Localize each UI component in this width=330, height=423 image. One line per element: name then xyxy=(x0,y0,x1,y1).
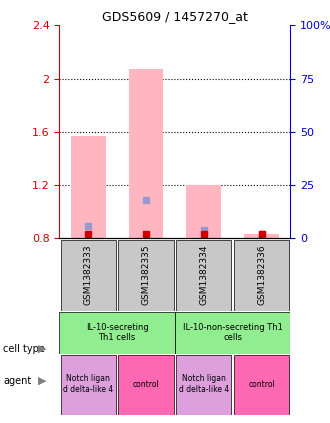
Bar xyxy=(71,136,106,238)
Bar xyxy=(186,185,221,238)
Text: ■: ■ xyxy=(66,422,75,423)
Title: GDS5609 / 1457270_at: GDS5609 / 1457270_at xyxy=(102,10,248,23)
Text: ▶: ▶ xyxy=(38,344,47,354)
Text: Notch ligan
d delta-like 4: Notch ligan d delta-like 4 xyxy=(63,374,114,394)
Text: agent: agent xyxy=(3,376,32,386)
Text: GSM1382333: GSM1382333 xyxy=(84,244,93,305)
FancyBboxPatch shape xyxy=(59,312,175,354)
FancyBboxPatch shape xyxy=(176,240,231,311)
Text: GSM1382335: GSM1382335 xyxy=(142,244,150,305)
FancyBboxPatch shape xyxy=(118,355,174,415)
Text: Notch ligan
d delta-like 4: Notch ligan d delta-like 4 xyxy=(179,374,229,394)
Text: cell type: cell type xyxy=(3,344,45,354)
Text: control: control xyxy=(248,379,275,389)
FancyBboxPatch shape xyxy=(234,355,289,415)
Text: control: control xyxy=(133,379,159,389)
Text: GSM1382334: GSM1382334 xyxy=(199,244,208,305)
Text: IL-10-non-secreting Th1
cells: IL-10-non-secreting Th1 cells xyxy=(183,323,282,342)
FancyBboxPatch shape xyxy=(60,240,116,311)
FancyBboxPatch shape xyxy=(176,355,231,415)
Bar xyxy=(244,234,279,238)
FancyBboxPatch shape xyxy=(175,312,290,354)
Text: GSM1382336: GSM1382336 xyxy=(257,244,266,305)
FancyBboxPatch shape xyxy=(60,355,116,415)
Text: ▶: ▶ xyxy=(38,376,47,386)
FancyBboxPatch shape xyxy=(234,240,289,311)
FancyBboxPatch shape xyxy=(118,240,174,311)
Bar xyxy=(129,69,163,238)
Text: IL-10-secreting
Th1 cells: IL-10-secreting Th1 cells xyxy=(86,323,148,342)
